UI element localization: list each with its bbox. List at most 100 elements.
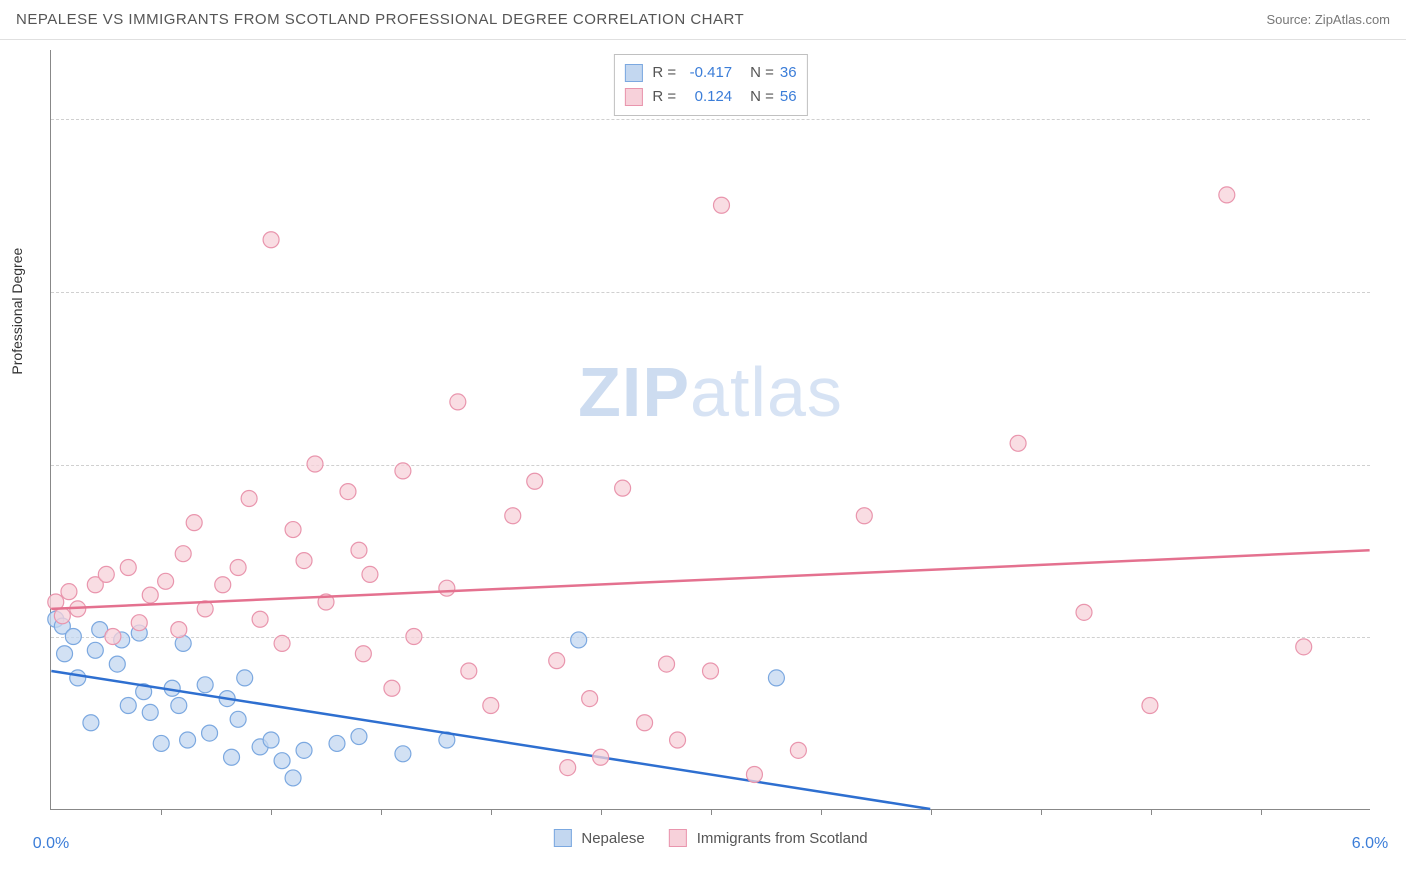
data-point-scotland [450,394,466,410]
data-point-scotland [142,587,158,603]
data-point-scotland [384,680,400,696]
data-point-nepalese [83,715,99,731]
data-point-nepalese [142,704,158,720]
data-point-scotland [158,573,174,589]
data-point-nepalese [263,732,279,748]
data-point-scotland [351,542,367,558]
data-point-scotland [856,508,872,524]
x-tick-min: 0.0% [33,835,69,853]
data-point-nepalese [87,642,103,658]
data-point-scotland [1076,604,1092,620]
data-point-nepalese [329,735,345,751]
data-point-scotland [483,698,499,714]
x-tick [381,809,382,815]
data-point-nepalese [224,749,240,765]
data-point-scotland [549,653,565,669]
data-point-nepalese [70,670,86,686]
x-tick [271,809,272,815]
data-point-nepalese [197,677,213,693]
correlation-legend: R = -0.417 N = 36 R = 0.124 N = 56 [613,54,807,116]
data-point-scotland [98,566,114,582]
data-point-scotland [1296,639,1312,655]
data-point-nepalese [296,742,312,758]
data-point-nepalese [237,670,253,686]
source-label: Source: ZipAtlas.com [1266,12,1390,27]
swatch-pink-icon [624,88,642,106]
data-point-scotland [230,560,246,576]
data-point-nepalese [65,629,81,645]
legend-row-nepalese: R = -0.417 N = 36 [624,61,796,85]
x-tick [1261,809,1262,815]
x-tick [491,809,492,815]
data-point-scotland [307,456,323,472]
data-point-scotland [296,553,312,569]
data-point-nepalese [285,770,301,786]
data-point-nepalese [180,732,196,748]
series-legend: Nepalese Immigrants from Scotland [553,829,867,847]
data-point-nepalese [57,646,73,662]
data-point-scotland [362,566,378,582]
data-point-scotland [406,629,422,645]
data-point-scotland [171,622,187,638]
data-point-scotland [461,663,477,679]
data-point-scotland [703,663,719,679]
data-point-scotland [582,691,598,707]
data-point-scotland [659,656,675,672]
swatch-blue-icon [553,829,571,847]
data-point-scotland [186,515,202,531]
data-point-scotland [1010,435,1026,451]
data-point-scotland [637,715,653,731]
data-point-scotland [105,629,121,645]
data-point-scotland [560,760,576,776]
x-tick [161,809,162,815]
data-point-scotland [274,635,290,651]
data-point-nepalese [571,632,587,648]
legend-item-scotland: Immigrants from Scotland [669,829,868,847]
chart-plot-area: Professional Degree ZIPatlas R = -0.417 … [50,50,1370,810]
data-point-scotland [355,646,371,662]
legend-row-scotland: R = 0.124 N = 56 [624,85,796,109]
data-point-scotland [241,491,257,507]
data-point-scotland [713,197,729,213]
data-point-scotland [1219,187,1235,203]
data-point-nepalese [202,725,218,741]
data-point-nepalese [351,729,367,745]
data-point-scotland [615,480,631,496]
data-point-scotland [131,615,147,631]
x-tick [1041,809,1042,815]
data-point-scotland [395,463,411,479]
x-tick [821,809,822,815]
data-point-nepalese [274,753,290,769]
data-point-scotland [285,522,301,538]
x-tick [1151,809,1152,815]
data-point-nepalese [171,698,187,714]
x-tick [711,809,712,815]
data-point-scotland [340,484,356,500]
y-axis-label: Professional Degree [9,247,25,374]
data-point-nepalese [109,656,125,672]
data-point-scotland [175,546,191,562]
data-point-scotland [54,608,70,624]
x-tick [601,809,602,815]
trend-line-scotland [51,550,1369,609]
data-point-nepalese [120,698,136,714]
chart-title: NEPALESE VS IMMIGRANTS FROM SCOTLAND PRO… [16,11,744,28]
data-point-scotland [252,611,268,627]
scatter-plot-svg [51,50,1370,809]
x-tick [931,809,932,815]
data-point-scotland [746,767,762,783]
data-point-scotland [120,560,136,576]
data-point-nepalese [768,670,784,686]
data-point-scotland [670,732,686,748]
data-point-scotland [593,749,609,765]
data-point-scotland [790,742,806,758]
data-point-scotland [1142,698,1158,714]
legend-item-nepalese: Nepalese [553,829,644,847]
data-point-scotland [263,232,279,248]
data-point-scotland [439,580,455,596]
swatch-blue-icon [624,64,642,82]
data-point-nepalese [153,735,169,751]
swatch-pink-icon [669,829,687,847]
data-point-scotland [527,473,543,489]
data-point-scotland [505,508,521,524]
